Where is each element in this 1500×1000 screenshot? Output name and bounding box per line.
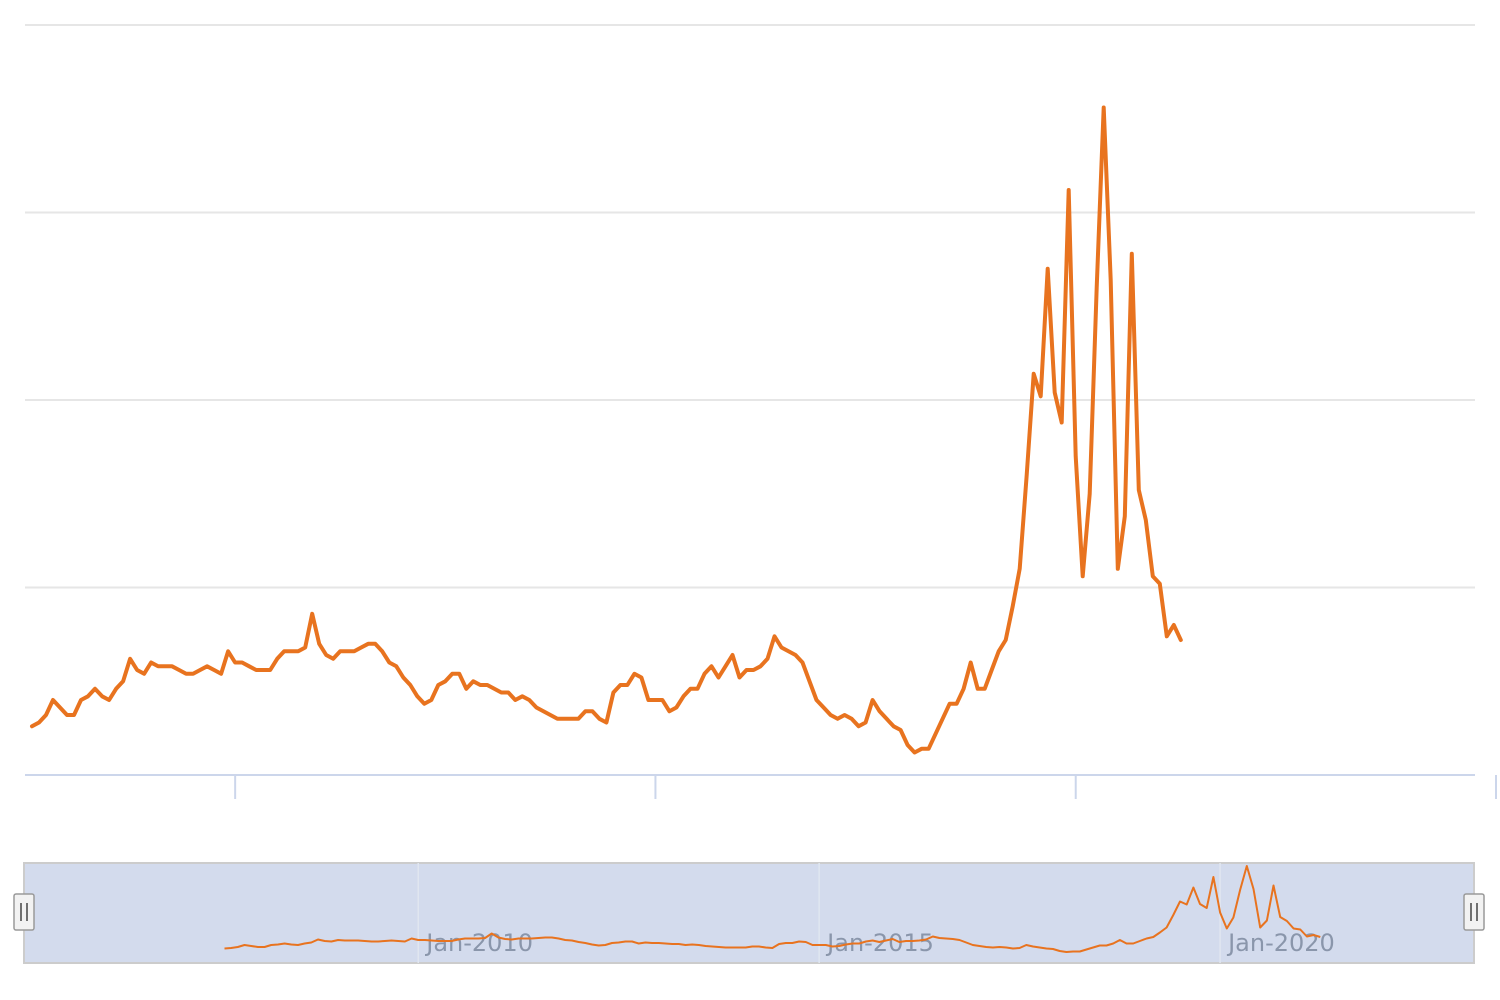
navigator-series-line xyxy=(224,865,1321,953)
navigator[interactable]: Jan-2010 Jan-2015 Jan-2020 xyxy=(13,862,1485,964)
navigator-labels: Jan-2010 Jan-2015 Jan-2020 xyxy=(424,929,1335,957)
series-layer xyxy=(30,105,1183,755)
navigator-right-handle[interactable] xyxy=(1463,893,1485,931)
gridlines xyxy=(25,24,1475,589)
navigator-left-handle[interactable] xyxy=(13,893,35,931)
navigator-label: Jan-2015 xyxy=(825,929,934,957)
x-axis xyxy=(25,774,1498,799)
navigator-label: Jan-2020 xyxy=(1226,929,1335,957)
series-line xyxy=(30,105,1183,755)
navigator-label: Jan-2010 xyxy=(424,929,533,957)
navigator-series xyxy=(224,865,1321,953)
